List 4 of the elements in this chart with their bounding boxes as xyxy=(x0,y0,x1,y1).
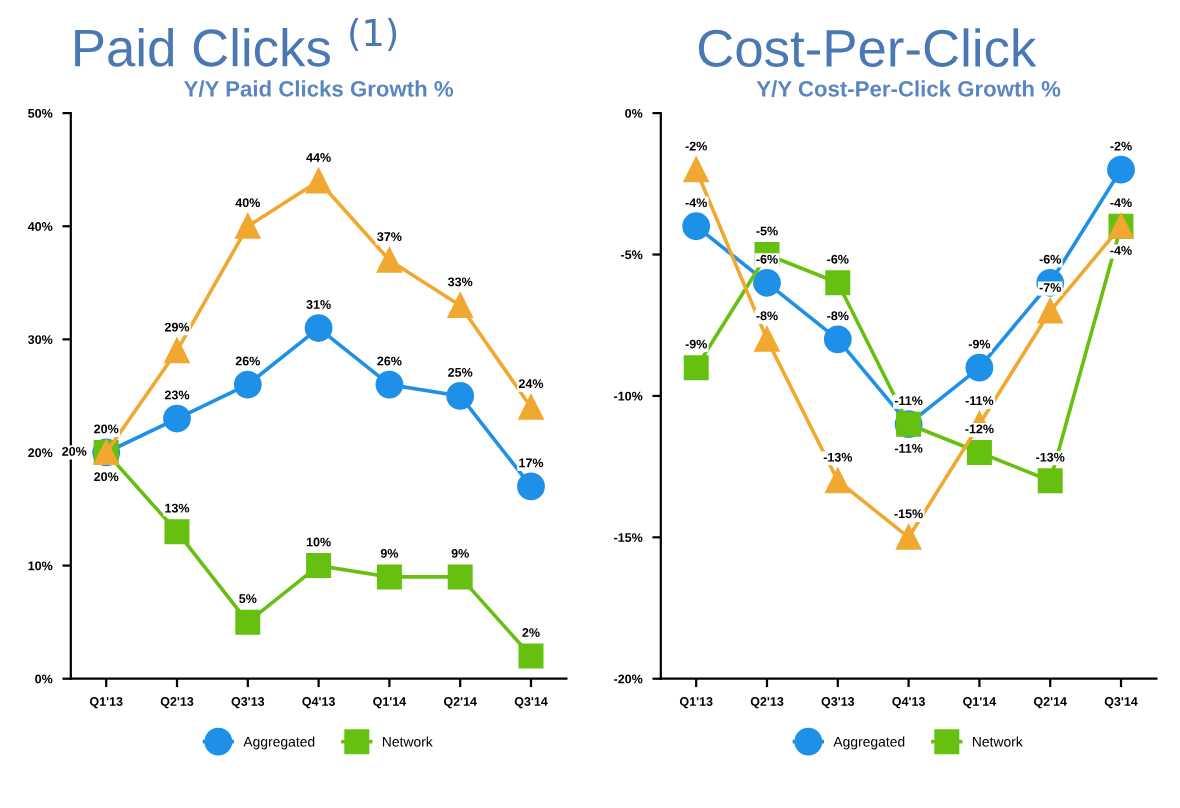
chart-title: Cost-Per-Click xyxy=(698,28,1037,68)
chart-subtitle: Y/Y Cost-Per-Click Growth % xyxy=(756,80,1061,97)
chart-subtitle: Y/Y Paid Clicks Growth % xyxy=(183,80,454,97)
chart-title: Paid Clicks $^{(1)}$ xyxy=(75,17,397,67)
